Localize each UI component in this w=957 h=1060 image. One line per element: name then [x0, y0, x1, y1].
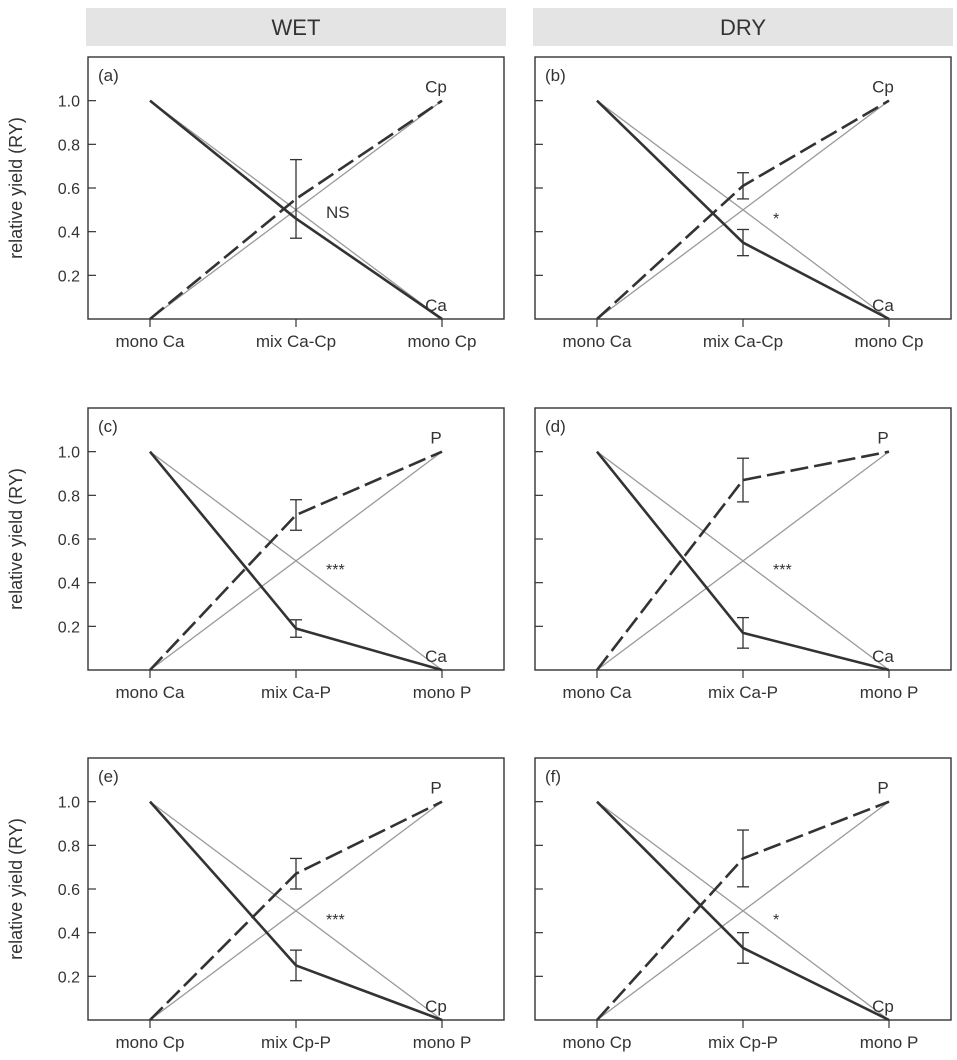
y-axis-label: relative yield (RY) — [6, 818, 26, 960]
x-tick-label: mix Ca-Cp — [256, 332, 336, 351]
significance-marker: NS — [326, 203, 350, 222]
x-tick-label: mono Cp — [116, 1033, 185, 1052]
x-tick-label: mono Cp — [563, 1033, 632, 1052]
y-tick-label: 0.2 — [58, 969, 80, 986]
x-tick-label: mono Cp — [408, 332, 477, 351]
panel-b: mono Ca mix Ca-Cp mono Cp (b) Cp Ca * — [534, 56, 952, 351]
x-tick-label: mix Ca-Cp — [703, 332, 783, 351]
x-tick-label: mono P — [860, 1033, 919, 1052]
y-tick-label: 0.2 — [58, 619, 80, 636]
panel-label: (e) — [98, 767, 119, 786]
panel-a: 0.2 0.4 0.6 0.8 1.0 relative yield (RY) mono C… — [6, 56, 505, 351]
series-label-cp: Cp — [425, 997, 447, 1016]
x-tick-label: mix Cp-P — [261, 1033, 331, 1052]
y-tick-label: 0.4 — [58, 576, 80, 593]
x-tick-label: mono P — [413, 683, 472, 702]
series-label-cp: Cp — [425, 78, 447, 97]
expected-line-1 — [149, 451, 443, 671]
y-tick-label: 0.6 — [58, 181, 80, 198]
y-tick-label: 0.2 — [58, 268, 80, 285]
series-label-p: P — [877, 429, 888, 448]
x-tick-label: mono Cp — [855, 332, 924, 351]
x-tick-label: mono Ca — [116, 332, 186, 351]
y-tick-label: 0.8 — [58, 838, 80, 855]
column-headers: WET DRY — [86, 8, 953, 46]
panel-f: mono Cp mix Cp-P mono P (f) P Cp * — [534, 757, 952, 1052]
panels: 0.2 0.4 0.6 0.8 1.0 relative yield (RY) mono C… — [6, 56, 952, 1052]
column-header-bg-1 — [533, 8, 953, 46]
series-label-cp: Cp — [872, 997, 894, 1016]
series-ca-line — [149, 99, 443, 321]
panel-d: mono Ca mix Ca-P mono P (d) P Ca *** — [534, 407, 952, 702]
expected-line-1 — [149, 801, 443, 1021]
column-header-dry: DRY — [720, 15, 766, 40]
x-tick-label: mono Ca — [116, 683, 186, 702]
y-tick-label: 0.4 — [58, 926, 80, 943]
series-label-cp: Cp — [872, 78, 894, 97]
expected-line-1 — [596, 100, 890, 320]
y-tick-label: 0.6 — [58, 882, 80, 899]
y-tick-label: 1.0 — [58, 445, 80, 462]
x-tick-label: mix Cp-P — [708, 1033, 778, 1052]
y-axis-label: relative yield (RY) — [6, 117, 26, 259]
y-tick-label: 0.4 — [58, 225, 80, 242]
y-tick-label: 0.6 — [58, 532, 80, 549]
x-tick-label: mix Ca-P — [708, 683, 778, 702]
significance-marker: * — [773, 912, 779, 929]
significance-marker: *** — [326, 562, 345, 579]
panel-label: (a) — [98, 66, 119, 85]
panel-label: (d) — [545, 417, 566, 436]
panel-e: 0.2 0.4 0.6 0.8 1.0 relative yield (RY) mono C… — [6, 757, 505, 1052]
series-label-ca: Ca — [425, 296, 447, 315]
x-tick-label: mono Ca — [563, 332, 633, 351]
series-cp-line — [149, 99, 443, 321]
panel-label: (b) — [545, 66, 566, 85]
series-label-p: P — [430, 779, 441, 798]
y-tick-label: 1.0 — [58, 795, 80, 812]
x-tick-label: mono P — [860, 683, 919, 702]
series-label-ca: Ca — [872, 647, 894, 666]
series-label-p: P — [877, 779, 888, 798]
series-p-line — [149, 450, 443, 671]
y-tick-label: 1.0 — [58, 94, 80, 111]
column-header-wet: WET — [272, 15, 321, 40]
series-p-line — [595, 450, 890, 671]
column-header-bg-0 — [86, 8, 506, 46]
x-tick-label: mono P — [413, 1033, 472, 1052]
y-tick-label: 0.8 — [58, 488, 80, 505]
series-label-ca: Ca — [872, 296, 894, 315]
series-label-ca: Ca — [425, 647, 447, 666]
significance-marker: *** — [326, 912, 345, 929]
panel-label: (c) — [98, 417, 118, 436]
x-tick-label: mix Ca-P — [261, 683, 331, 702]
series-label-p: P — [430, 429, 441, 448]
significance-marker: * — [773, 211, 779, 228]
panel-label: (f) — [545, 767, 561, 786]
y-tick-label: 0.8 — [58, 137, 80, 154]
expected-line-1 — [596, 801, 890, 1021]
panel-c: 0.2 0.4 0.6 0.8 1.0 relative yield (RY) mono C… — [6, 407, 505, 702]
x-tick-label: mono Ca — [563, 683, 633, 702]
significance-marker: *** — [773, 562, 792, 579]
expected-line-1 — [596, 451, 890, 671]
y-axis-label: relative yield (RY) — [6, 468, 26, 610]
